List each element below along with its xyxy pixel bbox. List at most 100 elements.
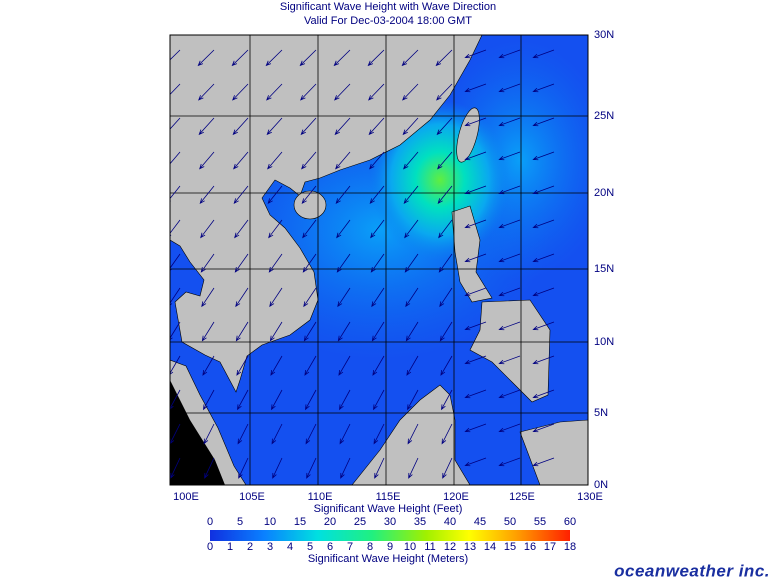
arrow	[498, 185, 521, 195]
arrow	[336, 219, 351, 239]
arrow	[532, 185, 555, 195]
colorbar-feet-title: Significant Wave Height (Feet)	[314, 503, 463, 515]
arrow	[170, 219, 181, 237]
arrow	[436, 117, 453, 136]
arrow	[464, 185, 487, 195]
land-shadow	[170, 380, 225, 485]
arrow	[404, 253, 419, 273]
arrow	[498, 457, 521, 467]
arrow	[464, 389, 487, 399]
arrow	[372, 355, 385, 376]
land	[170, 35, 483, 393]
colorbar-meters-tick: 12	[444, 541, 456, 553]
colorbar-feet-tick: 40	[444, 516, 456, 528]
arrow	[367, 49, 385, 67]
arrow	[408, 457, 419, 479]
colorbar-feet-tick: 20	[324, 516, 336, 528]
arrow	[231, 49, 249, 67]
arrow	[234, 253, 249, 273]
lat-label: 10N	[594, 336, 614, 348]
arrow	[266, 117, 283, 136]
arrow	[237, 389, 249, 411]
arrow	[532, 321, 555, 331]
arrow	[338, 355, 351, 376]
arrow	[232, 117, 249, 136]
arrow	[371, 287, 385, 308]
arrow	[403, 151, 419, 170]
arrow	[333, 49, 351, 67]
arrow	[373, 389, 385, 411]
land	[293, 190, 327, 220]
arrow	[233, 151, 249, 170]
arrow	[439, 321, 453, 342]
arrow	[498, 355, 521, 365]
arrow	[334, 83, 351, 101]
arrow	[201, 287, 215, 308]
arrow	[199, 185, 215, 204]
colorbar-feet-tick: 15	[294, 516, 306, 528]
colorbar-meters-tick: 11	[424, 541, 435, 553]
arrow	[498, 423, 521, 433]
arrow	[299, 49, 317, 67]
lon-label: 115E	[376, 491, 401, 503]
arrow	[302, 219, 317, 239]
arrow	[532, 253, 555, 263]
arrow	[370, 253, 385, 273]
arrow	[237, 423, 249, 445]
colorbar-feet-tick: 25	[354, 516, 366, 528]
arrow	[498, 321, 521, 331]
arrow	[532, 287, 555, 297]
arrow	[532, 457, 555, 467]
arrow	[442, 457, 453, 479]
arrow	[441, 389, 453, 411]
arrow	[435, 49, 453, 67]
map	[170, 35, 588, 485]
colorbar-feet-tick: 60	[564, 516, 576, 528]
colorbar-feet-tick: 0	[207, 516, 213, 528]
arrow	[532, 355, 555, 365]
arrow	[369, 151, 385, 170]
subtitle: Valid For Dec-03-2004 18:00 GMT	[304, 15, 472, 27]
arrow	[170, 49, 181, 61]
arrow	[464, 253, 487, 263]
arrow	[440, 355, 453, 376]
colorbar-feet-tick: 35	[414, 516, 426, 528]
arrow	[268, 219, 283, 239]
colorbar-feet-tick: 5	[237, 516, 243, 528]
arrow	[198, 117, 215, 136]
arrow	[407, 423, 419, 445]
colorbar-meters-tick: 13	[464, 541, 476, 553]
arrow	[404, 219, 419, 239]
arrow	[464, 219, 487, 229]
arrow	[269, 321, 283, 342]
lat-label: 20N	[594, 187, 614, 199]
arrow	[271, 389, 283, 411]
arrow	[436, 83, 453, 101]
arrow	[267, 151, 283, 170]
arrow	[305, 389, 317, 411]
arrow	[368, 83, 385, 101]
arrow	[301, 151, 317, 170]
colorbar-feet-tick: 10	[264, 516, 276, 528]
land	[456, 107, 480, 163]
lon-label: 125E	[509, 491, 535, 503]
lat-label: 5N	[594, 407, 608, 419]
lat-label: 15N	[594, 263, 614, 275]
arrow	[437, 151, 453, 170]
colorbar	[210, 530, 570, 541]
arrow	[498, 83, 521, 93]
arrow	[532, 49, 555, 59]
arrow	[233, 185, 249, 204]
lon-label: 120E	[443, 491, 469, 503]
land	[519, 419, 588, 485]
arrow	[232, 83, 249, 101]
arrow	[498, 219, 521, 229]
arrow	[369, 185, 385, 204]
colorbar-meters-tick: 2	[247, 541, 253, 553]
arrow	[203, 389, 215, 411]
colorbar-meters-tick: 9	[387, 541, 393, 553]
lon-label: 130E	[577, 491, 603, 503]
arrow	[336, 253, 351, 273]
arrow	[306, 457, 317, 479]
